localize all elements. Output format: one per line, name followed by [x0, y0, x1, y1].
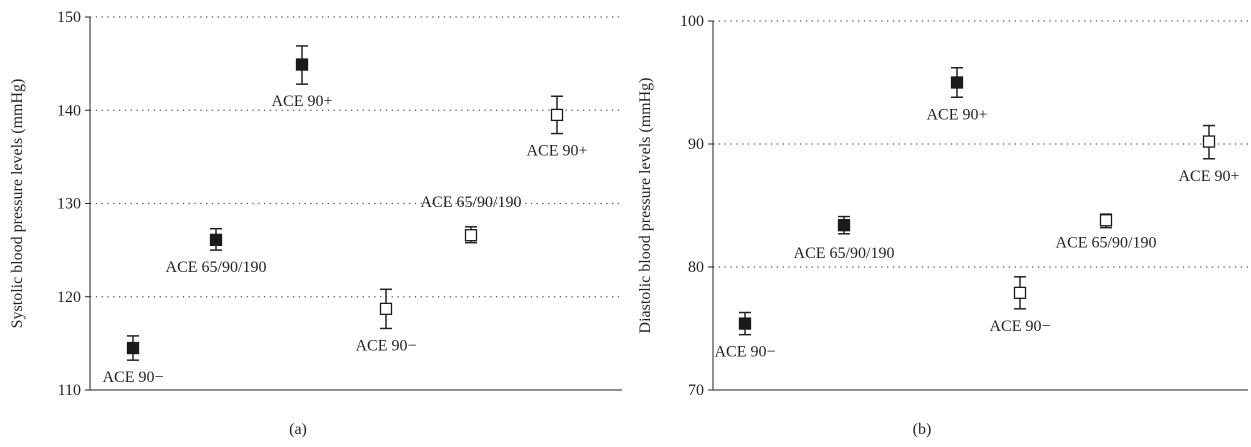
y-tick-label: 140 [57, 102, 81, 119]
open-square-marker [1202, 135, 1216, 148]
filled-square-marker [837, 219, 851, 232]
point-label: ACE 65/90/190 [1056, 235, 1157, 252]
diastolic-chart-panel: (b) 70 80 90 100 Diastolic blood pressure le… [628, 0, 1251, 442]
systolic-chart: (a) 110 120 130 140 150 Systolic blood pressu… [9, 9, 622, 438]
panel-label-b: (b) [913, 421, 932, 438]
systolic-chart-panel: (a) 110 120 130 140 150 Systolic blood pressu… [0, 0, 625, 442]
data-point: ACE 65/90/190 [794, 215, 895, 262]
y-tick-label: 120 [57, 289, 81, 306]
data-point: ACE 90− [355, 288, 417, 354]
y-tick-label: 70 [688, 382, 704, 399]
open-square-marker [1013, 286, 1027, 299]
data-point: ACE 65/90/190 [1056, 213, 1157, 252]
filled-square-marker [126, 341, 140, 355]
panel-label-a: (a) [289, 421, 307, 438]
data-point: ACE 90− [989, 276, 1051, 335]
y-tick-label: 80 [688, 259, 704, 276]
filled-square-marker [209, 233, 223, 247]
data-point: ACE 65/90/190 [166, 227, 267, 276]
filled-square-marker [738, 317, 752, 330]
y-tick-label: 100 [680, 13, 704, 30]
data-point: ACE 90+ [926, 66, 988, 123]
y-axis-title: Systolic blood pressure levels (mmHg) [9, 79, 26, 329]
point-label: ACE 65/90/190 [421, 194, 522, 211]
filled-square-marker [950, 76, 964, 89]
point-label: ACE 90− [989, 318, 1050, 335]
y-tick-label: 90 [688, 136, 704, 153]
open-square-marker [464, 229, 478, 242]
point-label: ACE 90− [714, 344, 775, 361]
point-label: ACE 65/90/190 [794, 245, 895, 262]
open-square-marker [379, 302, 393, 316]
data-point: ACE 90− [714, 311, 776, 361]
y-tick-label: 110 [58, 382, 81, 399]
open-square-marker [550, 108, 564, 122]
point-label: ACE 90+ [926, 106, 987, 123]
data-point: ACE 90+ [526, 95, 588, 160]
data-point: ACE 65/90/190 [421, 194, 522, 244]
y-tick-label: 130 [57, 196, 81, 213]
data-point: ACE 90+ [271, 45, 333, 110]
y-tick-label: 150 [57, 9, 81, 26]
point-label: ACE 90+ [526, 143, 587, 160]
data-point: ACE 90− [102, 335, 164, 386]
filled-square-marker [295, 58, 309, 71]
point-label: ACE 65/90/190 [166, 259, 267, 276]
point-label: ACE 90− [355, 337, 416, 354]
data-point: ACE 90+ [1178, 124, 1240, 185]
open-square-marker [1099, 214, 1113, 227]
diastolic-chart: (b) 70 80 90 100 Diastolic blood pressure le… [637, 13, 1248, 438]
point-label: ACE 90− [102, 369, 163, 386]
point-label: ACE 90+ [1178, 168, 1239, 185]
point-label: ACE 90+ [271, 93, 332, 110]
y-axis-title: Diastolic blood pressure levels (mmHg) [637, 78, 654, 334]
